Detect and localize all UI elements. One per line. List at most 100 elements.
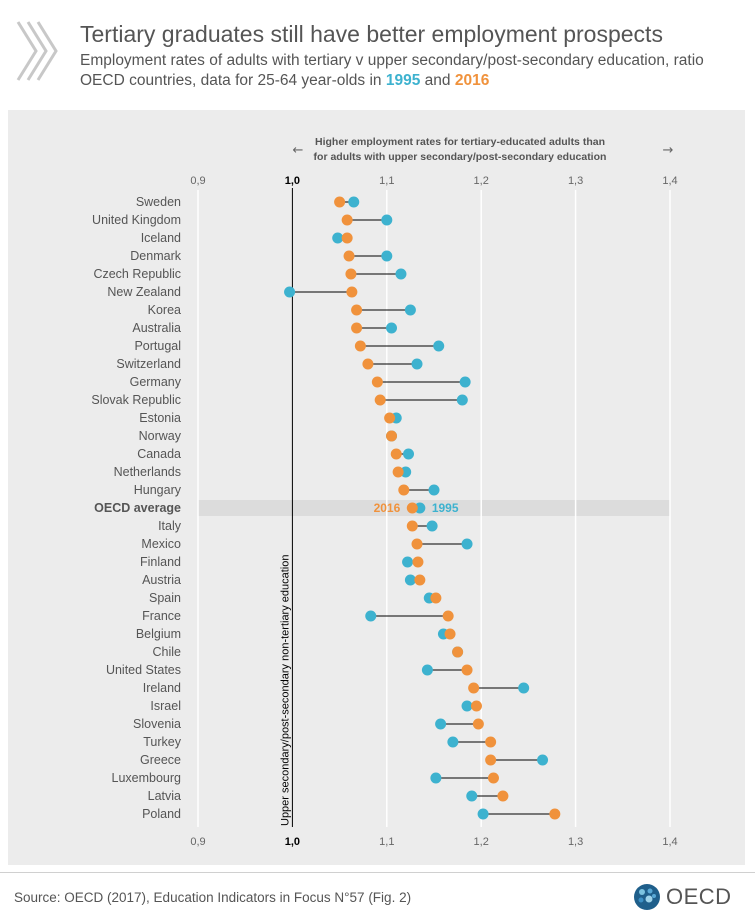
x-tick-label-top: 1,4 <box>662 175 677 187</box>
point-1995 <box>430 772 442 784</box>
x-tick-label-bottom: 1,2 <box>474 836 489 848</box>
country-label: Slovak Republic <box>91 393 181 407</box>
point-2016 <box>442 610 454 622</box>
country-label: Italy <box>158 519 182 533</box>
arrow-left-icon: ← <box>293 143 304 158</box>
x-tick-label-top: 1,2 <box>474 175 489 187</box>
point-2016 <box>341 214 353 226</box>
point-1995 <box>435 718 447 730</box>
country-label: Slovenia <box>133 717 181 731</box>
point-1995 <box>404 304 416 316</box>
footer-divider <box>0 872 755 873</box>
oecd-chevron-icon <box>16 21 58 81</box>
country-label: Greece <box>140 753 181 767</box>
point-1995 <box>404 574 416 586</box>
point-2016 <box>392 466 404 478</box>
country-label: Finland <box>140 555 181 569</box>
x-tick-label-bottom: 1,1 <box>379 836 394 848</box>
point-1995 <box>414 502 426 514</box>
point-1995 <box>411 358 423 370</box>
point-1995 <box>381 214 393 226</box>
chart-panel: 0,9 0,9 1,0 1,0 1,1 1,1 1,2 1,2 1,3 1,3 1,4 1,4 High… <box>8 110 745 865</box>
point-1995 <box>428 484 440 496</box>
point-2016 <box>334 196 346 208</box>
oecd-logo: OECD <box>632 882 732 912</box>
point-1995 <box>386 322 398 334</box>
point-2016 <box>485 736 497 748</box>
country-label: Luxembourg <box>112 771 182 785</box>
point-2016 <box>487 772 499 784</box>
point-1995 <box>332 232 344 244</box>
legend-label-2016: 2016 <box>374 501 401 515</box>
country-label: Germany <box>130 375 182 389</box>
subtitle-line-1: Employment rates of adults with tertiary… <box>80 52 704 69</box>
country-label: Poland <box>142 807 181 821</box>
point-1995 <box>456 394 468 406</box>
x-tick-label-top: 1,0 <box>285 175 300 187</box>
country-label: Mexico <box>141 537 181 551</box>
subtitle-and: and <box>424 72 451 89</box>
subtitle-year-1995: 1995 <box>385 72 421 89</box>
highlight-band <box>198 500 670 516</box>
point-2016 <box>452 646 464 658</box>
x-tick-label-bottom: 1,3 <box>568 836 583 848</box>
country-label: United States <box>106 663 181 677</box>
point-1995 <box>381 250 393 262</box>
country-label: New Zealand <box>107 285 181 299</box>
annotation-line-1: Higher employment rates for tertiary-edu… <box>315 136 605 148</box>
point-2016 <box>497 790 509 802</box>
point-1995 <box>421 664 433 676</box>
country-label: Norway <box>139 429 182 443</box>
point-2016 <box>406 502 418 514</box>
point-1995 <box>477 808 489 820</box>
point-2016 <box>549 808 561 820</box>
point-2016 <box>343 250 355 262</box>
point-2016 <box>430 592 442 604</box>
country-label: Canada <box>137 447 181 461</box>
country-label: Israel <box>150 699 181 713</box>
arrow-right-icon: → <box>663 143 674 158</box>
point-2016 <box>406 520 418 532</box>
point-1995 <box>433 340 445 352</box>
country-label: United Kingdom <box>92 213 181 227</box>
point-1995 <box>395 268 407 280</box>
point-2016 <box>461 664 473 676</box>
point-2016 <box>398 484 410 496</box>
subtitle-line-2: OECD countries, data for 25-64 year-olds… <box>80 71 740 91</box>
point-1995 <box>426 520 438 532</box>
point-2016 <box>468 682 480 694</box>
x-tick-label-top: 1,1 <box>379 175 394 187</box>
point-1995 <box>284 286 296 298</box>
page-subtitle: Employment rates of adults with tertiary… <box>80 51 740 91</box>
oecd-globe-icon <box>634 884 660 910</box>
country-label: Belgium <box>136 627 181 641</box>
point-2016 <box>346 286 358 298</box>
point-2016 <box>386 430 398 442</box>
point-2016 <box>444 628 456 640</box>
x-tick-label-top: 0,9 <box>190 175 205 187</box>
country-label: Estonia <box>139 411 181 425</box>
point-2016 <box>390 448 402 460</box>
point-1995 <box>459 376 471 388</box>
x-tick-label-bottom: 1,4 <box>662 836 677 848</box>
country-label: Chile <box>153 645 182 659</box>
point-2016 <box>472 718 484 730</box>
country-label: OECD average <box>94 501 181 515</box>
x-tick-label-bottom: 1,0 <box>285 836 300 848</box>
subtitle-prefix: OECD countries, data for 25-64 year-olds… <box>80 72 382 89</box>
point-1995 <box>402 556 414 568</box>
country-label: France <box>142 609 181 623</box>
country-label: Ireland <box>143 681 181 695</box>
point-1995 <box>365 610 377 622</box>
point-1995 <box>447 736 459 748</box>
country-label: Netherlands <box>114 465 181 479</box>
country-label: Turkey <box>143 735 181 749</box>
country-label: Portugal <box>134 339 181 353</box>
point-2016 <box>374 394 386 406</box>
point-1995 <box>461 700 473 712</box>
country-label: Sweden <box>136 195 181 209</box>
source-note: Source: OECD (2017), Education Indicator… <box>14 890 412 905</box>
point-1995 <box>400 466 412 478</box>
point-1995 <box>348 196 360 208</box>
point-1995 <box>537 754 549 766</box>
